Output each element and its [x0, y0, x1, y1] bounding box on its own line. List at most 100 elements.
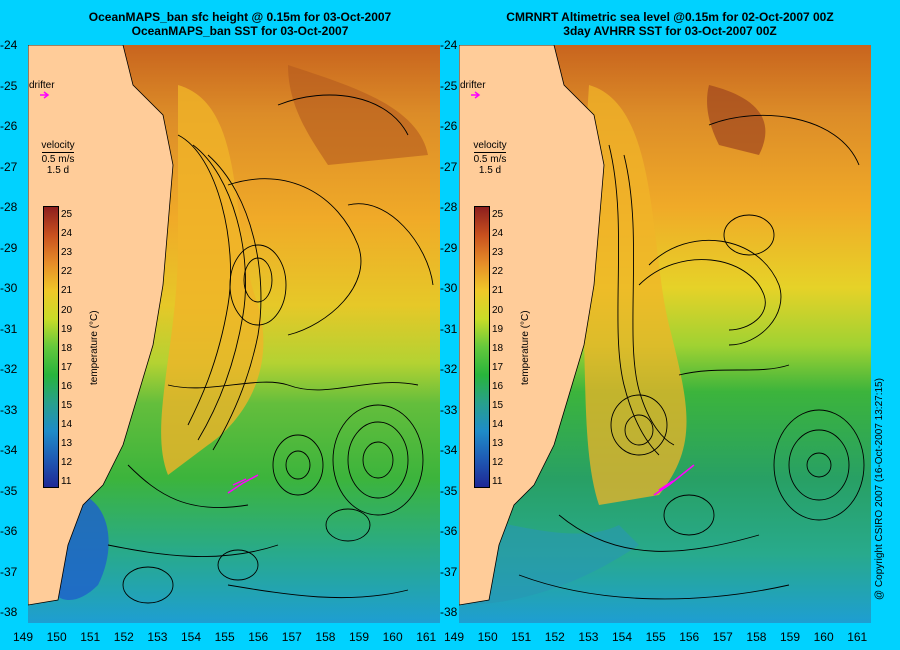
x-tick-label: 154 [181, 630, 202, 644]
x-tick-label: 157 [281, 630, 302, 644]
y-tick-label: -31 [440, 321, 458, 336]
y-tick-label: -30 [0, 281, 18, 295]
colorbar-tick-label: 12 [492, 457, 504, 469]
y-tick-label: -27 [0, 159, 18, 174]
x-tick-label: 150 [46, 630, 67, 644]
velocity-label: velocity [41, 140, 75, 151]
x-tick-label: 151 [511, 630, 532, 644]
y-tick-label: -25 [440, 78, 458, 93]
velocity-scale: 0.5 m/s [41, 154, 75, 165]
copyright-notice: @ Copyright CSIRO 2007 (16-Oct-2007 13:2… [874, 378, 885, 600]
y-tick-label: -33 [0, 402, 18, 417]
colorbar-title-left: temperature (°C) [89, 310, 100, 385]
right-title-line1: CMRNRT Altimetric sea level @0.15m for 0… [506, 10, 834, 24]
velocity-duration: 1.5 d [46, 165, 70, 176]
x-tick-label: 149 [444, 630, 465, 644]
colorbar-tick-label: 21 [61, 285, 73, 297]
right-map-title: CMRNRT Altimetric sea level @0.15m for 0… [470, 10, 870, 38]
colorbar-tick-label: 11 [492, 476, 503, 488]
drifter-label-right: drifter [460, 80, 486, 91]
y-tick-label: -28 [0, 200, 18, 214]
left-title-line1: OceanMAPS_ban sfc height @ 0.15m for 03-… [88, 10, 392, 24]
y-tick-label: -32 [0, 362, 18, 376]
colorbar-tick-label: 11 [61, 476, 72, 488]
colorbar-tick-label: 23 [61, 247, 73, 259]
colorbar-tick-label: 13 [61, 438, 73, 450]
colorbar-tick-label: 20 [492, 304, 504, 316]
x-tick-label: 158 [315, 630, 336, 644]
colorbar-tick-label: 12 [61, 457, 73, 469]
y-tick-label: -37 [0, 564, 18, 579]
right-map-panel [459, 45, 871, 623]
colorbar-tick-label: 19 [492, 323, 504, 335]
velocity-duration: 1.5 d [478, 165, 502, 176]
y-tick-label: -32 [440, 362, 458, 376]
x-tick-label: 153 [147, 630, 168, 644]
velocity-arrow-icon [42, 152, 74, 153]
y-tick-label: -35 [440, 483, 458, 498]
colorbar-tick-label: 16 [61, 380, 73, 392]
colorbar-tick-label: 21 [492, 285, 504, 297]
colorbar-tick-label: 13 [492, 438, 504, 450]
y-tick-label: -30 [440, 281, 458, 295]
drifter-label-left: drifter [29, 80, 55, 91]
y-tick-label: -35 [0, 483, 18, 498]
colorbar-tick-label: 18 [61, 342, 73, 354]
x-tick-label: 156 [248, 630, 269, 644]
y-tick-label: -27 [440, 159, 458, 174]
x-tick-label: 152 [544, 630, 565, 644]
x-tick-label: 158 [746, 630, 767, 644]
colorbar-tick-label: 20 [61, 304, 73, 316]
x-tick-label: 161 [416, 630, 437, 644]
y-tick-label: -26 [440, 119, 458, 133]
left-title-line2: OceanMAPS_ban SST for 03-Oct-2007 [131, 24, 349, 38]
x-tick-label: 156 [679, 630, 700, 644]
y-tick-label: -29 [440, 240, 458, 255]
left-map-title: OceanMAPS_ban sfc height @ 0.15m for 03-… [40, 10, 440, 38]
colorbar-tick-label: 22 [492, 266, 504, 278]
x-tick-label: 161 [847, 630, 868, 644]
x-tick-label: 150 [477, 630, 498, 644]
y-tick-label: -24 [0, 38, 18, 52]
x-tick-label: 157 [712, 630, 733, 644]
velocity-label: velocity [473, 140, 507, 151]
colorbar-tick-label: 14 [61, 419, 73, 431]
velocity-scale: 0.5 m/s [473, 154, 507, 165]
colorbar-tick-label: 14 [492, 419, 504, 431]
y-tick-label: -36 [440, 524, 458, 538]
y-tick-label: -36 [0, 524, 18, 538]
x-tick-label: 152 [113, 630, 134, 644]
y-tick-label: -28 [440, 200, 458, 214]
x-tick-label: 154 [612, 630, 633, 644]
x-tick-label: 160 [382, 630, 403, 644]
x-tick-label: 159 [780, 630, 801, 644]
velocity-legend-left: velocity 0.5 m/s 1.5 d [38, 140, 78, 176]
y-tick-label: -38 [0, 605, 18, 619]
colorbar-tick-label: 15 [492, 400, 504, 411]
x-tick-label: 149 [13, 630, 34, 644]
colorbar-right [474, 206, 490, 488]
y-tick-label: -29 [0, 240, 18, 255]
velocity-legend-right: velocity 0.5 m/s 1.5 d [470, 140, 510, 176]
y-tick-label: -34 [0, 443, 18, 457]
colorbar-tick-label: 24 [492, 228, 504, 240]
velocity-arrow-icon [474, 152, 506, 153]
right-map-graphic [459, 45, 871, 623]
colorbar-tick-label: 16 [492, 380, 504, 392]
x-tick-label: 160 [813, 630, 834, 644]
colorbar-tick-label: 15 [61, 400, 73, 411]
colorbar-tick-label: 25 [61, 209, 73, 220]
y-tick-label: -26 [0, 119, 18, 133]
y-tick-label: -37 [440, 564, 458, 579]
colorbar-tick-label: 22 [61, 266, 73, 278]
y-tick-label: -34 [440, 443, 458, 457]
x-tick-label: 155 [214, 630, 235, 644]
colorbar-left [43, 206, 59, 488]
colorbar-title-right: temperature (°C) [520, 310, 531, 385]
colorbar-tick-label: 23 [492, 247, 504, 259]
right-title-line2: 3day AVHRR SST for 03-Oct-2007 00Z [563, 24, 777, 38]
colorbar-tick-label: 17 [492, 361, 504, 373]
y-tick-label: -33 [440, 402, 458, 417]
y-tick-label: -25 [0, 78, 18, 93]
y-tick-label: -31 [0, 321, 18, 336]
